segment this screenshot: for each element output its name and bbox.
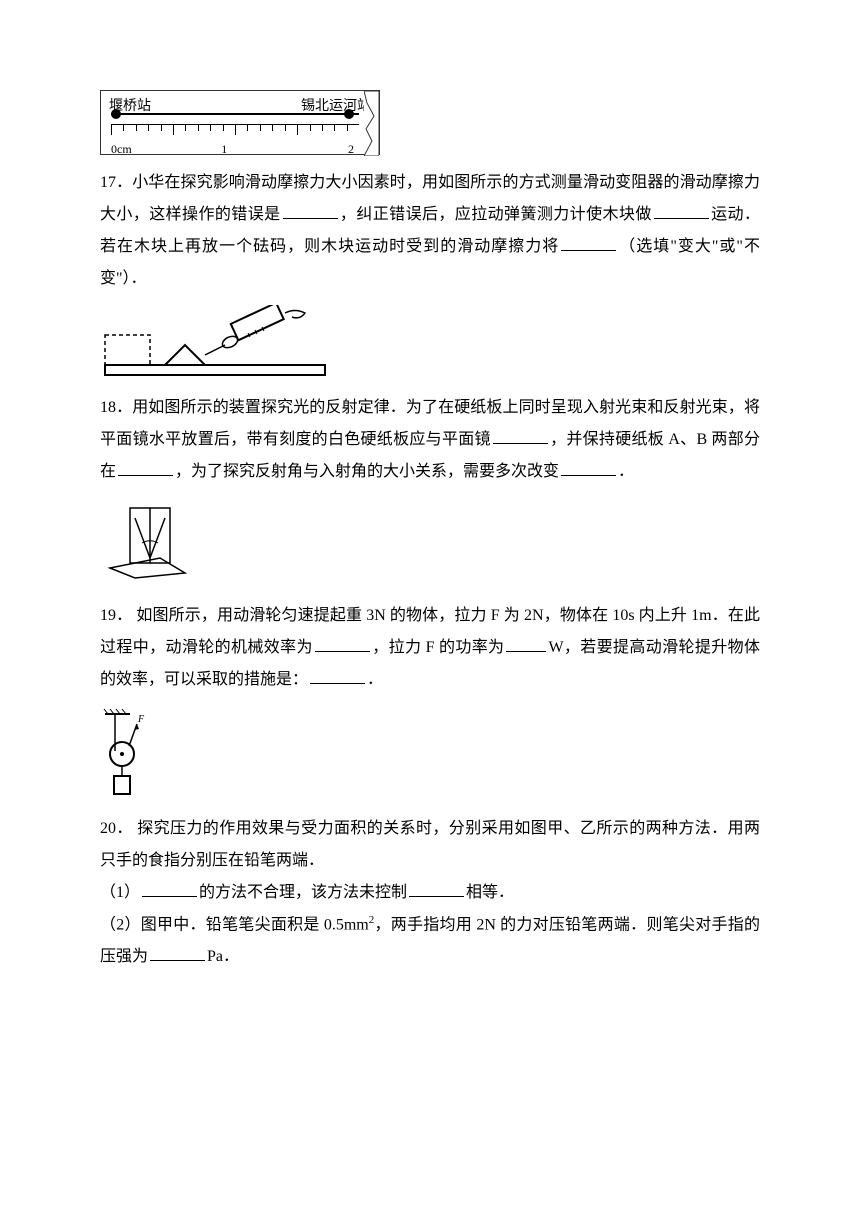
- q18-blank-2: [118, 460, 173, 476]
- ruler-diagram: 堰桥站 锡北运河站 0cm 1 2: [100, 90, 380, 155]
- mirror-svg: [100, 498, 200, 588]
- q20-sub1: （1） 的方法不合理，该方法未控制 相等．: [100, 877, 760, 909]
- q18-text-3: ，为了探究反射角与入射角的大小关系，需要多次改变: [175, 463, 559, 480]
- question-20: 20． 探究压力的作用效果与受力面积的关系时，分别采用如图甲、乙所示的两种方法．…: [100, 813, 760, 973]
- q20-sub2-blank-1: [150, 945, 205, 961]
- q19-text-4: ．: [367, 671, 383, 688]
- q18-text-4: ．: [618, 463, 634, 480]
- question-17: 17．小华在探究影响滑动摩擦力大小因素时，用如图所示的方式测量滑动变阻器的滑动摩…: [100, 167, 760, 295]
- ruler-node-right: [344, 109, 354, 119]
- q19-blank-2: [506, 636, 546, 652]
- q20-sub1-text-2: 相等．: [466, 884, 514, 901]
- q17-number: 17．: [100, 174, 132, 191]
- pulley-svg: F: [100, 706, 148, 801]
- ruler-scale-2: 2: [268, 137, 360, 161]
- q19-blank-1: [315, 636, 370, 652]
- question-19: 19． 如图所示，用动滑轮匀速提起重 3N 的物体，拉力 F 为 2N，物体在 …: [100, 600, 760, 696]
- friction-svg: [100, 305, 330, 380]
- ruler-figure: 堰桥站 锡北运河站 0cm 1 2: [100, 90, 760, 155]
- q17-blank-3: [561, 235, 616, 251]
- q20-sub2-text-3: Pa．: [207, 948, 239, 965]
- q20-sub2-text-1: 图甲中．铅笔笔尖面积是 0.5mm: [141, 916, 369, 933]
- ruler-labels: 堰桥站 锡北运河站: [101, 91, 379, 123]
- q20-sub2: （2）图甲中．铅笔笔尖面积是 0.5mm2，两手指均用 2N 的力对压铅笔两端．…: [100, 909, 760, 973]
- ruler-torn-edge: [364, 91, 379, 154]
- q20-sub2-num: （2）: [100, 916, 141, 933]
- q19-blank-3: [310, 668, 365, 684]
- q20-text-1: 探究压力的作用效果与受力面积的关系时，分别采用如图甲、乙所示的两种方法．用两只手…: [100, 820, 760, 869]
- q20-sub1-blank-2: [409, 881, 464, 897]
- ruler-line: [111, 113, 359, 115]
- q18-blank-3: [561, 460, 616, 476]
- ruler-right-label: 锡北运河站: [301, 93, 371, 121]
- svg-text:F: F: [137, 714, 145, 725]
- ruler-numbers: 0cm 1 2: [111, 135, 359, 161]
- q20-sub1-blank-1: [142, 881, 197, 897]
- mirror-figure: [100, 498, 200, 588]
- q20-number: 20．: [100, 820, 133, 837]
- ruler-scale-0: 0cm: [111, 137, 121, 161]
- q17-blank-2: [654, 203, 709, 219]
- q18-blank-1: [493, 428, 548, 444]
- q17-text-2: ，纠正错误后，应拉动弹簧测力计使木块做: [340, 206, 652, 223]
- q20-sub1-num: （1）: [100, 884, 140, 901]
- q18-number: 18．: [100, 399, 132, 416]
- ruler-scale: 0cm 1 2: [111, 124, 359, 154]
- q17-blank-1: [283, 203, 338, 219]
- q19-number: 19．: [100, 607, 132, 624]
- ruler-node-left: [111, 109, 121, 119]
- ruler-ticks: [111, 125, 359, 135]
- question-18: 18．用如图所示的装置探究光的反射定律．为了在硬纸板上同时呈现入射光束和反射光束…: [100, 392, 760, 488]
- pulley-figure: F: [100, 706, 148, 801]
- ruler-scale-1: 1: [121, 137, 268, 161]
- q19-text-2: ，拉力 F 的功率为: [372, 639, 505, 656]
- friction-figure: [100, 305, 330, 380]
- q20-sub1-text-1: 的方法不合理，该方法未控制: [199, 884, 407, 901]
